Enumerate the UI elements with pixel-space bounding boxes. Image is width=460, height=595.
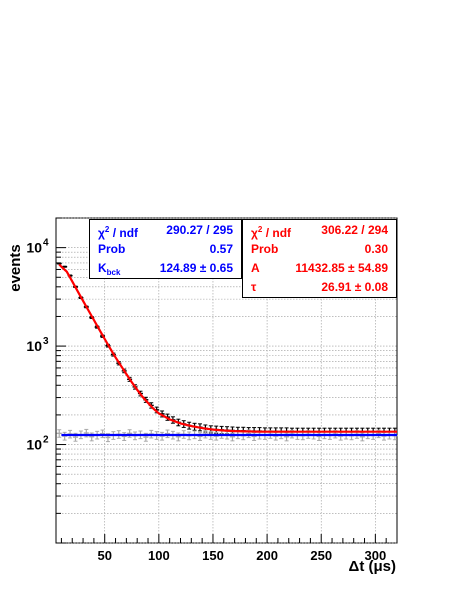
signal-chi2-value: 306.22 / 294 (321, 223, 388, 237)
background-point (56, 429, 62, 438)
background-prob-row: Prob 0.57 (90, 241, 241, 257)
background-fit-stats-box: χ2 / ndf 290.27 / 295 Prob 0.57 Kbck 124… (89, 219, 242, 279)
signal-tau-label: τ (251, 280, 257, 294)
background-chi2-value: 290.27 / 295 (166, 223, 233, 237)
y-axis-label: events (7, 244, 24, 292)
signal-prob-value: 0.30 (364, 242, 388, 256)
background-point (165, 429, 171, 439)
y-tick-label: 10 (26, 437, 42, 453)
signal-chi2-row: χ2 / ndf 306.22 / 294 (243, 222, 396, 240)
background-point (72, 432, 78, 442)
background-chi2-row: χ2 / ndf 290.27 / 295 (90, 222, 241, 240)
x-tick-label: 100 (148, 548, 170, 563)
background-k-row: Kbck 124.89 ± 0.65 (90, 260, 241, 277)
signal-chi2-label: χ2 / ndf (251, 225, 292, 240)
x-tick-label: 200 (256, 548, 278, 563)
y-tick-exponent: 4 (43, 238, 49, 249)
data-point (56, 262, 62, 265)
signal-prob-label: Prob (251, 242, 279, 256)
y-tick-label: 10 (26, 240, 42, 256)
x-axis-label: Δt (μs) (349, 558, 396, 575)
background-k-value: 124.89 ± 0.65 (159, 261, 233, 275)
background-chi2-label: χ2 / ndf (98, 225, 139, 240)
x-tick-label: 300 (364, 548, 386, 563)
fit-curve-line (58, 263, 397, 433)
background-point (127, 429, 133, 438)
series-layer (56, 262, 398, 443)
x-tick-label: 50 (97, 548, 111, 563)
signal-tau-row: τ 26.91 ± 0.08 (243, 279, 396, 295)
background-prob-value: 0.57 (209, 242, 233, 256)
background-prob-label: Prob (98, 242, 126, 256)
signal-a-row: A 11432.85 ± 54.89 (243, 260, 396, 276)
signal-tau-value: 26.91 ± 0.08 (321, 280, 388, 294)
y-tick-label: 10 (26, 338, 42, 354)
y-tick-exponent: 2 (43, 435, 49, 446)
background-point (83, 428, 89, 438)
background-point (100, 429, 106, 439)
signal-a-label: A (251, 261, 260, 275)
y-tick-exponent: 3 (43, 336, 49, 347)
x-tick-label: 250 (310, 548, 332, 563)
x-tick-label: 150 (202, 548, 224, 563)
signal-prob-row: Prob 0.30 (243, 241, 396, 257)
signal-fit-stats-box: χ2 / ndf 306.22 / 294 Prob 0.30 A 11432.… (242, 219, 397, 298)
signal-a-value: 11432.85 ± 54.89 (295, 261, 388, 275)
background-k-label: Kbck (98, 261, 121, 277)
